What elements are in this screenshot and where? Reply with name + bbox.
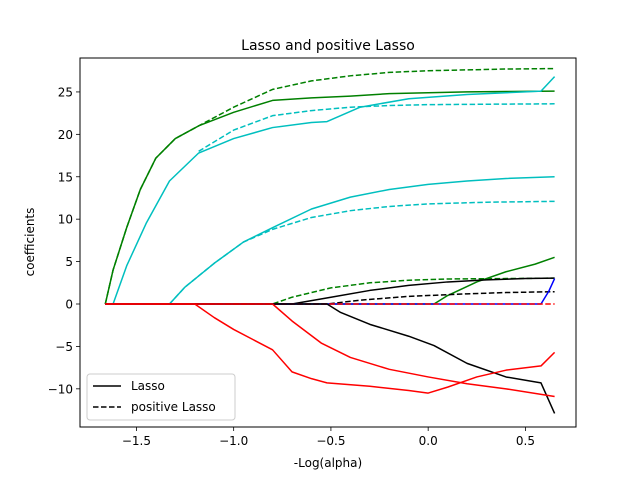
series-line-1 (104, 67, 555, 305)
legend-box (86, 373, 236, 421)
series-line-7 (105, 277, 555, 305)
chart-title: Lasso and positive Lasso (241, 38, 415, 54)
series-line-3 (198, 103, 555, 152)
y-axis-label: coefficients (23, 208, 37, 277)
x-tick-label: −1.5 (122, 434, 151, 448)
y-tick-label: 20 (58, 128, 73, 142)
series-line-8 (105, 277, 555, 305)
series-line-13 (105, 303, 556, 394)
y-tick-label: −5 (55, 340, 73, 354)
legend-label-positive-lasso: positive Lasso (131, 400, 216, 414)
y-axis-ticks: −10 −5 0 5 10 15 20 25 (48, 85, 80, 396)
series-layer (104, 67, 556, 414)
y-tick-label: 5 (65, 255, 73, 269)
x-tick-label: 0.0 (419, 434, 438, 448)
y-tick-label: 10 (58, 213, 73, 227)
series-line-2 (105, 76, 556, 305)
y-tick-label: 0 (65, 298, 73, 312)
x-axis-ticks: −1.5 −1.0 −0.5 0.0 0.5 (122, 427, 535, 448)
series-line-9 (105, 290, 555, 305)
x-axis-label: -Log(alpha) (294, 456, 362, 470)
x-tick-label: −1.0 (219, 434, 248, 448)
legend: Lasso positive Lasso (86, 373, 236, 421)
series-line-5 (168, 200, 555, 305)
series-line-14 (105, 303, 555, 398)
series-line-12 (105, 303, 556, 414)
series-line-4 (105, 176, 555, 305)
plot-area-frame (79, 57, 577, 428)
legend-label-lasso: Lasso (131, 379, 165, 393)
y-tick-label: 15 (58, 170, 73, 184)
y-tick-label: −10 (48, 382, 73, 396)
x-tick-label: 0.5 (516, 434, 535, 448)
x-tick-label: −0.5 (316, 434, 345, 448)
y-tick-label: 25 (58, 85, 73, 99)
